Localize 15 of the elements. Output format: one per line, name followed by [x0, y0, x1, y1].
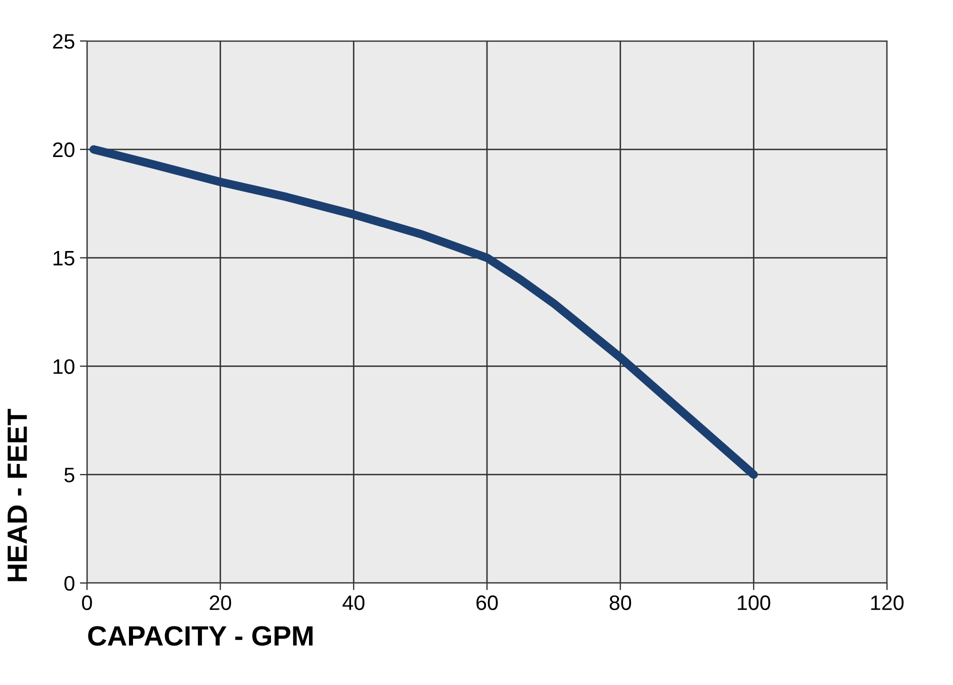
x-tick-label: 100	[738, 595, 770, 610]
x-tick-label: 60	[476, 595, 498, 610]
y-tick-label: 10	[54, 359, 74, 374]
y-tick-label: 5	[64, 468, 74, 482]
y-tick-label: 25	[53, 34, 74, 49]
y-axis-title: HEAD - FEET	[8, 408, 27, 582]
x-tick-label: 20	[210, 595, 232, 610]
x-tick-label: 40	[342, 595, 364, 610]
x-tick-label: 120	[871, 595, 904, 610]
x-axis-title: CAPACITY - GPM	[88, 626, 313, 646]
x-tick-label: 80	[610, 595, 632, 610]
y-tick-label: 15	[54, 251, 74, 266]
y-tick-label: 0	[64, 576, 74, 591]
x-tick-label: 0	[82, 595, 92, 610]
y-tick-label: 20	[53, 142, 74, 158]
